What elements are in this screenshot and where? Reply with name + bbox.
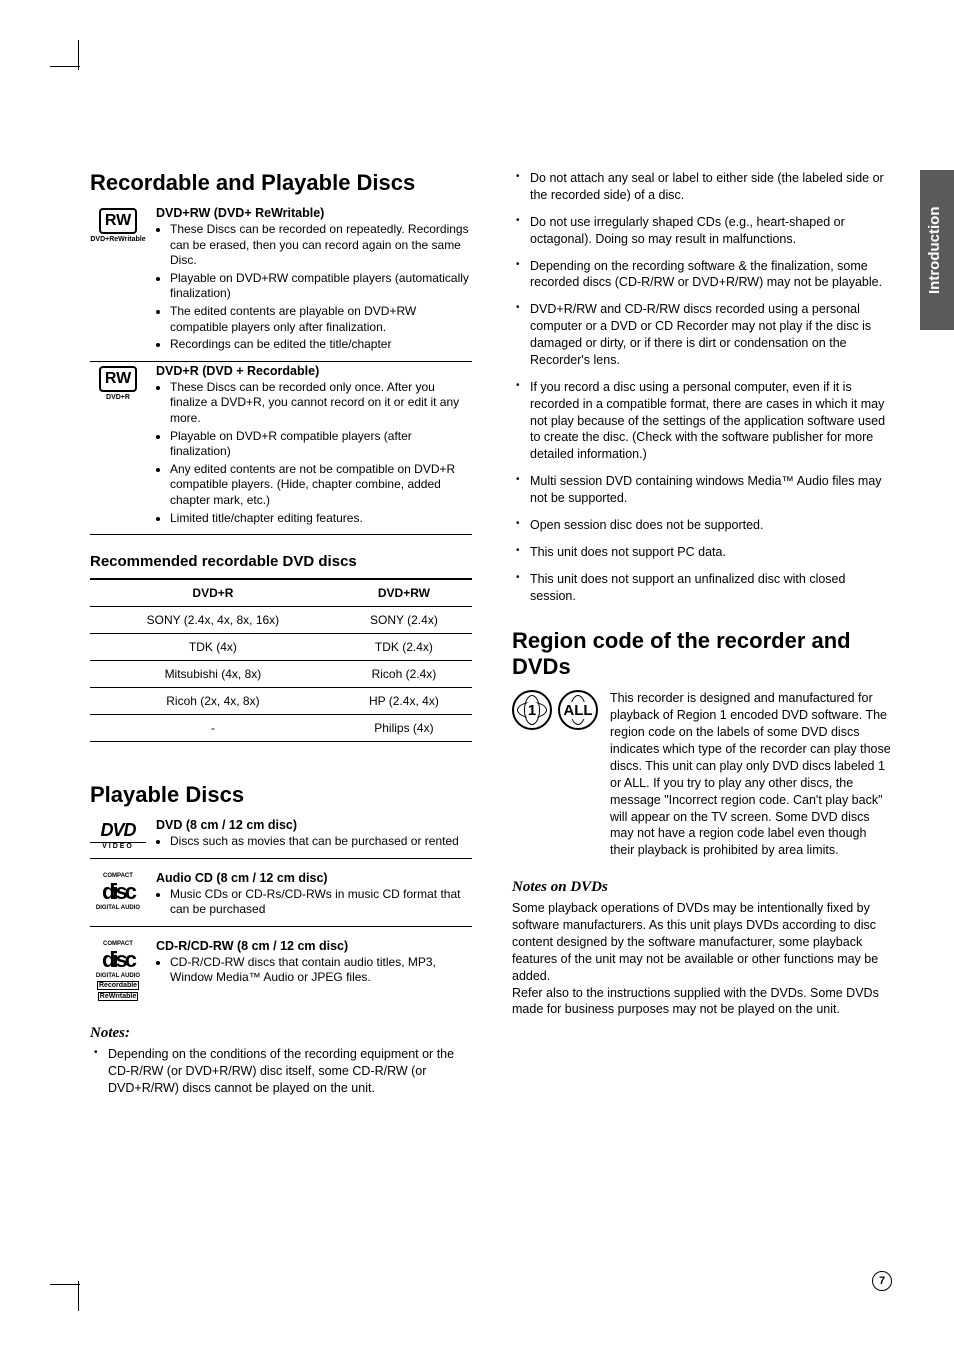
right-column: Do not attach any seal or label to eithe… — [512, 170, 894, 1107]
list-item: If you record a disc using a personal co… — [512, 379, 894, 463]
list-item: DVD+R/RW and CD-R/RW discs recorded usin… — [512, 301, 894, 369]
heading-playable-discs: Playable Discs — [90, 782, 472, 808]
table-row: Mitsubishi (4x, 8x)Ricoh (2.4x) — [90, 661, 472, 688]
list-item: Limited title/chapter editing features. — [170, 511, 472, 527]
dvd-title: DVD (8 cm / 12 cm disc) — [156, 818, 472, 832]
block-dvd-r: RW DVD+R DVD+R (DVD + Recordable) These … — [90, 364, 472, 535]
block-cdr-cdrw: COMPACT disc DIGITAL AUDIO Recordable Re… — [90, 939, 472, 1007]
list-item: These Discs can be recorded on repeatedl… — [170, 222, 472, 269]
notes-on-dvds-paragraph: Some playback operations of DVDs may be … — [512, 900, 894, 1018]
list-item: Any edited contents are not be compatibl… — [170, 462, 472, 509]
list-item: Playable on DVD+R compatible players (af… — [170, 429, 472, 460]
list-item: Do not use irregularly shaped CDs (e.g.,… — [512, 214, 894, 248]
cdr-cdrw-logo-icon: COMPACT disc DIGITAL AUDIO Recordable Re… — [90, 939, 146, 1001]
dvd-video-logo-icon: DVDVIDEO — [90, 818, 146, 852]
notes-list-left: Depending on the conditions of the recor… — [90, 1046, 472, 1097]
heading-recordable-playable: Recordable and Playable Discs — [90, 170, 472, 196]
audio-cd-title: Audio CD (8 cm / 12 cm disc) — [156, 871, 472, 885]
list-item: This unit does not support PC data. — [512, 544, 894, 561]
list-item: Multi session DVD containing windows Med… — [512, 473, 894, 507]
compact-disc-logo-icon: COMPACT disc DIGITAL AUDIO — [90, 871, 146, 920]
cdr-title: CD-R/CD-RW (8 cm / 12 cm disc) — [156, 939, 472, 953]
list-item: The edited contents are playable on DVD+… — [170, 304, 472, 335]
page-number: 7 — [872, 1271, 892, 1291]
list-item: Depending on the conditions of the recor… — [90, 1046, 472, 1097]
table-header: DVD+RW — [336, 579, 472, 607]
list-item: CD-R/CD-RW discs that contain audio titl… — [170, 955, 472, 986]
heading-recommended-discs: Recommended recordable DVD discs — [90, 553, 472, 570]
block-dvd: DVDVIDEO DVD (8 cm / 12 cm disc) Discs s… — [90, 818, 472, 859]
table-row: -Philips (4x) — [90, 715, 472, 742]
dvd-r-title: DVD+R (DVD + Recordable) — [156, 364, 472, 378]
region-code-icons: 1 ALL — [512, 690, 602, 730]
list-item: Do not attach any seal or label to eithe… — [512, 170, 894, 204]
notes-heading: Notes: — [90, 1025, 472, 1042]
heading-region-code: Region code of the recorder and DVDs — [512, 628, 894, 680]
table-row: SONY (2.4x, 4x, 8x, 16x)SONY (2.4x) — [90, 607, 472, 634]
list-item: Recordings can be edited the title/chapt… — [170, 337, 472, 353]
table-row: TDK (4x)TDK (2.4x) — [90, 634, 472, 661]
notes-on-dvds-heading: Notes on DVDs — [512, 879, 894, 896]
list-item: Discs such as movies that can be purchas… — [170, 834, 472, 850]
list-item: Playable on DVD+RW compatible players (a… — [170, 271, 472, 302]
notes-list-right: Do not attach any seal or label to eithe… — [512, 170, 894, 604]
dvd-rw-logo-icon: RW DVD+ReWritable — [90, 206, 146, 355]
dvd-rw-bullets: These Discs can be recorded on repeatedl… — [156, 222, 472, 353]
dvd-r-logo-icon: RW DVD+R — [90, 364, 146, 528]
region-all-globe-icon: ALL — [558, 690, 598, 730]
dvd-rw-title: DVD+RW (DVD+ ReWritable) — [156, 206, 472, 220]
region-code-paragraph: This recorder is designed and manufactur… — [610, 690, 894, 859]
table-header: DVD+R — [90, 579, 336, 607]
list-item: Music CDs or CD-Rs/CD-RWs in music CD fo… — [170, 887, 472, 918]
list-item: Depending on the recording software & th… — [512, 258, 894, 292]
block-audio-cd: COMPACT disc DIGITAL AUDIO Audio CD (8 c… — [90, 871, 472, 927]
list-item: These Discs can be recorded only once. A… — [170, 380, 472, 427]
block-dvd-rw: RW DVD+ReWritable DVD+RW (DVD+ ReWritabl… — [90, 206, 472, 362]
left-column: Recordable and Playable Discs RW DVD+ReW… — [90, 170, 472, 1107]
page-content: Recordable and Playable Discs RW DVD+ReW… — [0, 0, 954, 1167]
region-1-globe-icon: 1 — [512, 690, 552, 730]
table-row: Ricoh (2x, 4x, 8x)HP (2.4x, 4x) — [90, 688, 472, 715]
recommended-discs-table: DVD+R DVD+RW SONY (2.4x, 4x, 8x, 16x)SON… — [90, 578, 472, 742]
list-item: Open session disc does not be supported. — [512, 517, 894, 534]
list-item: This unit does not support an unfinalize… — [512, 571, 894, 605]
dvd-r-bullets: These Discs can be recorded only once. A… — [156, 380, 472, 526]
